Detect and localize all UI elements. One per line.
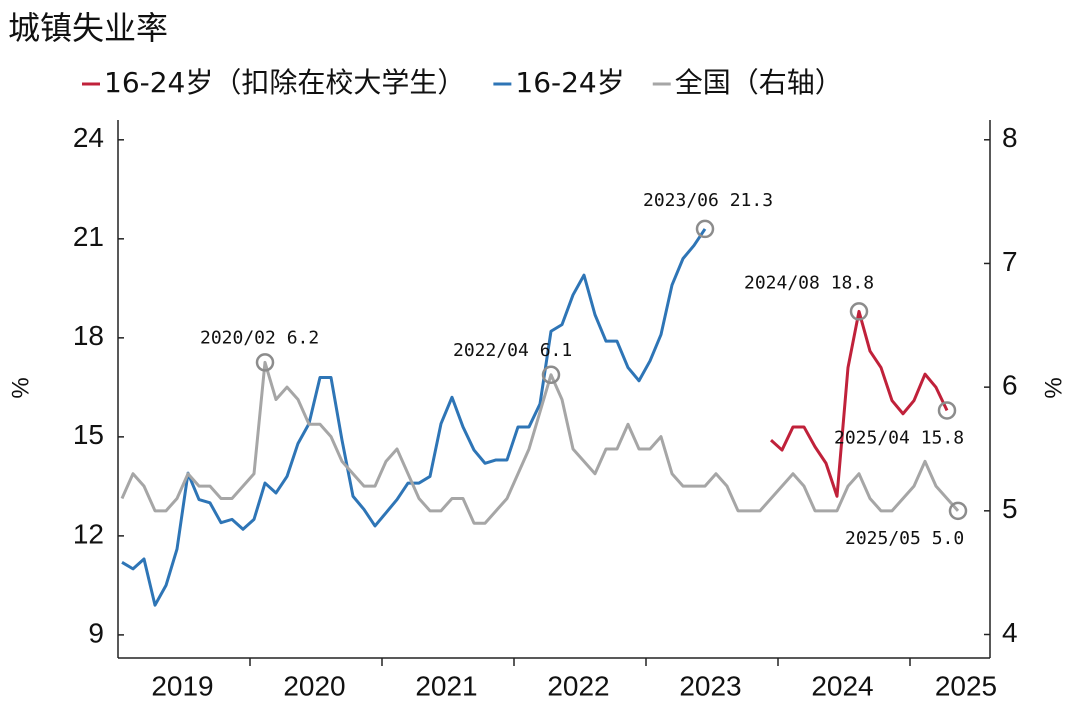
series-line [121, 228, 707, 607]
x-tick-label: 2020 [283, 670, 345, 701]
series-line [120, 360, 960, 525]
annotation-marker [937, 401, 957, 420]
y-tick-label: 18 [73, 320, 104, 351]
annotation-marker [541, 365, 561, 385]
annotation-marker [948, 501, 968, 521]
y-tick-label: 12 [73, 518, 104, 549]
annotation-marker [695, 219, 715, 239]
legend-label: 16-24岁 [515, 66, 624, 99]
legend-label: 全国（右轴） [675, 66, 843, 99]
annotation-marker [849, 302, 869, 321]
annotation-label: 2020/02 6.2 [200, 327, 319, 348]
y-tick-label: 15 [73, 419, 104, 450]
y-tick-label: 24 [73, 122, 104, 153]
x-tick-label: 2021 [415, 670, 477, 701]
y2-axis-label: % [1040, 377, 1067, 398]
x-tick-label: 2019 [151, 670, 213, 701]
annotation-marker [255, 353, 275, 372]
y2-tick-label: 5 [1002, 493, 1018, 524]
y-axis-label: % [7, 377, 34, 398]
y2-tick-label: 4 [1002, 617, 1018, 648]
series-line [769, 309, 949, 498]
x-tick-label: 2023 [679, 670, 741, 701]
annotation-label: 2025/05 5.0 [845, 528, 964, 549]
annotation-label: 2023/06 21.3 [643, 190, 773, 211]
y2-tick-label: 8 [1002, 122, 1018, 153]
legend-label: 16-24岁（扣除在校大学生） [104, 66, 465, 99]
annotation-label: 2025/04 15.8 [834, 427, 964, 448]
annotation-label: 2024/08 18.8 [744, 272, 874, 293]
y-tick-label: 9 [88, 617, 104, 648]
annotation-label: 2022/04 6.1 [453, 340, 572, 361]
x-tick-label: 2025 [935, 670, 997, 701]
x-tick-label: 2022 [547, 670, 609, 701]
y2-tick-label: 7 [1002, 246, 1018, 277]
y2-tick-label: 6 [1002, 370, 1018, 401]
chart-title: 城镇失业率 [8, 9, 168, 47]
x-tick-label: 2024 [811, 670, 873, 701]
y-tick-label: 21 [73, 221, 104, 252]
